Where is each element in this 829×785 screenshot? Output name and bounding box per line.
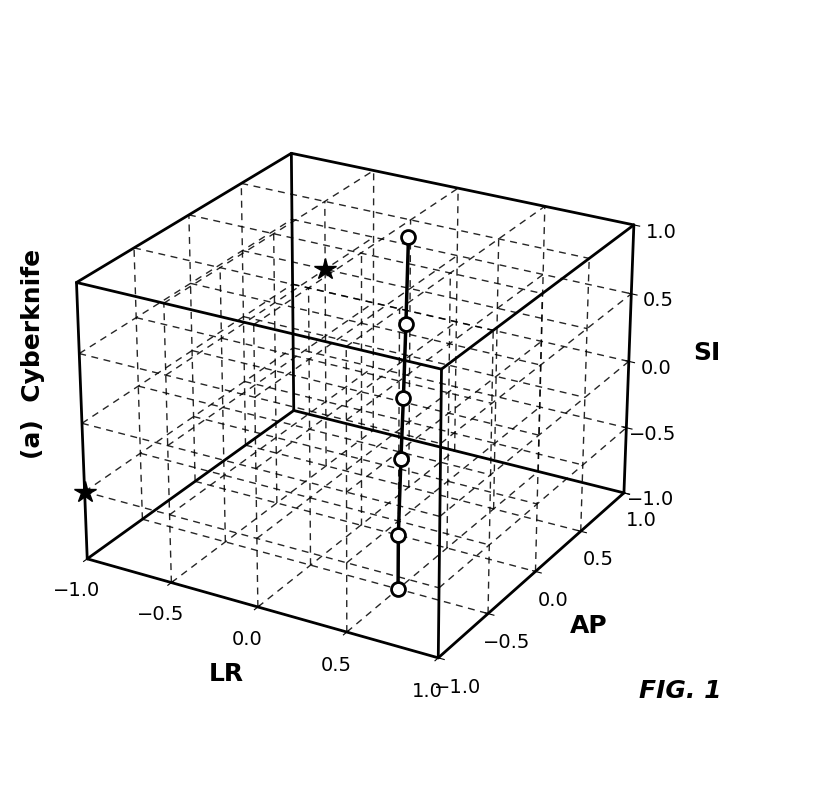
Y-axis label: AP: AP [570,614,607,638]
Text: (a)  Cyberknife: (a) Cyberknife [22,248,45,458]
X-axis label: LR: LR [208,662,244,686]
Text: FIG. 1: FIG. 1 [638,679,721,703]
